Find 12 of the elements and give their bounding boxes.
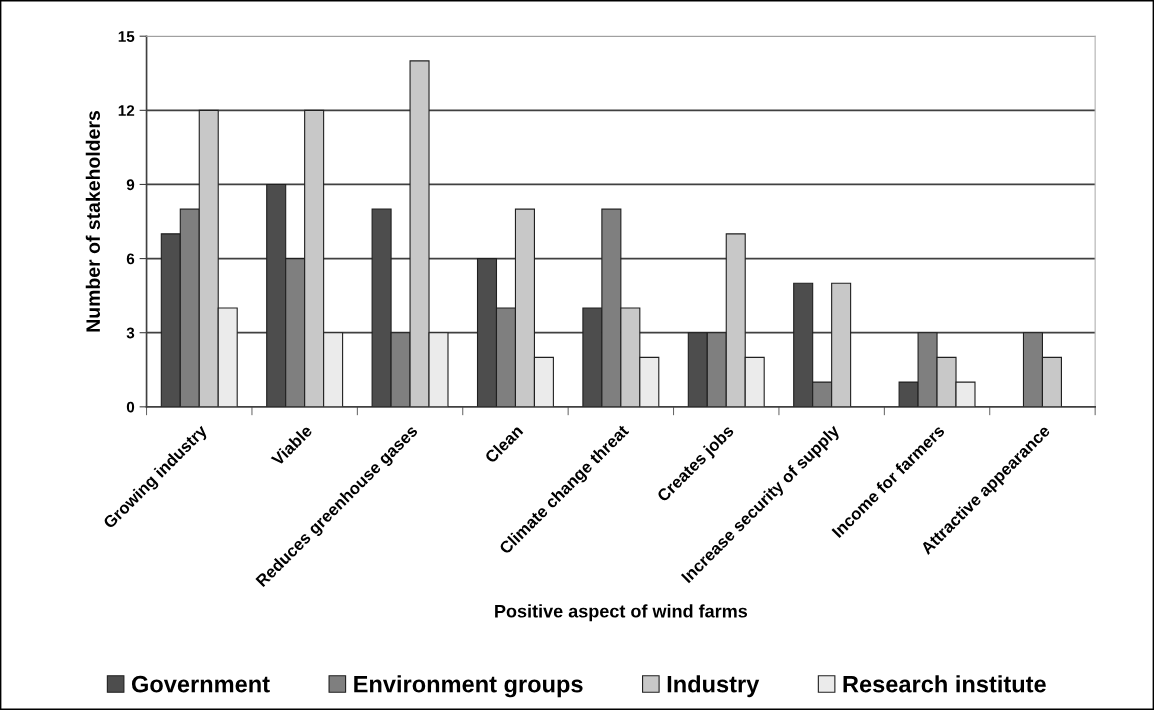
legend-label: Government [131,675,270,693]
y-tick-label: 15 [118,31,135,42]
legend-label: Research institute [843,675,1046,693]
y-tick-label: 6 [126,253,135,265]
y-tick-label: 12 [118,105,135,116]
y-tick-label: 9 [126,179,135,191]
y-tick-label: 0 [126,401,135,413]
y-tick-label: 3 [126,327,135,339]
y-axis-title: Number of stakeholders [85,111,101,332]
legend-label: Environment groups [354,675,583,698]
x-axis-title: Positive aspect of wind farms [495,604,748,622]
legend-label: Industry [667,675,760,698]
